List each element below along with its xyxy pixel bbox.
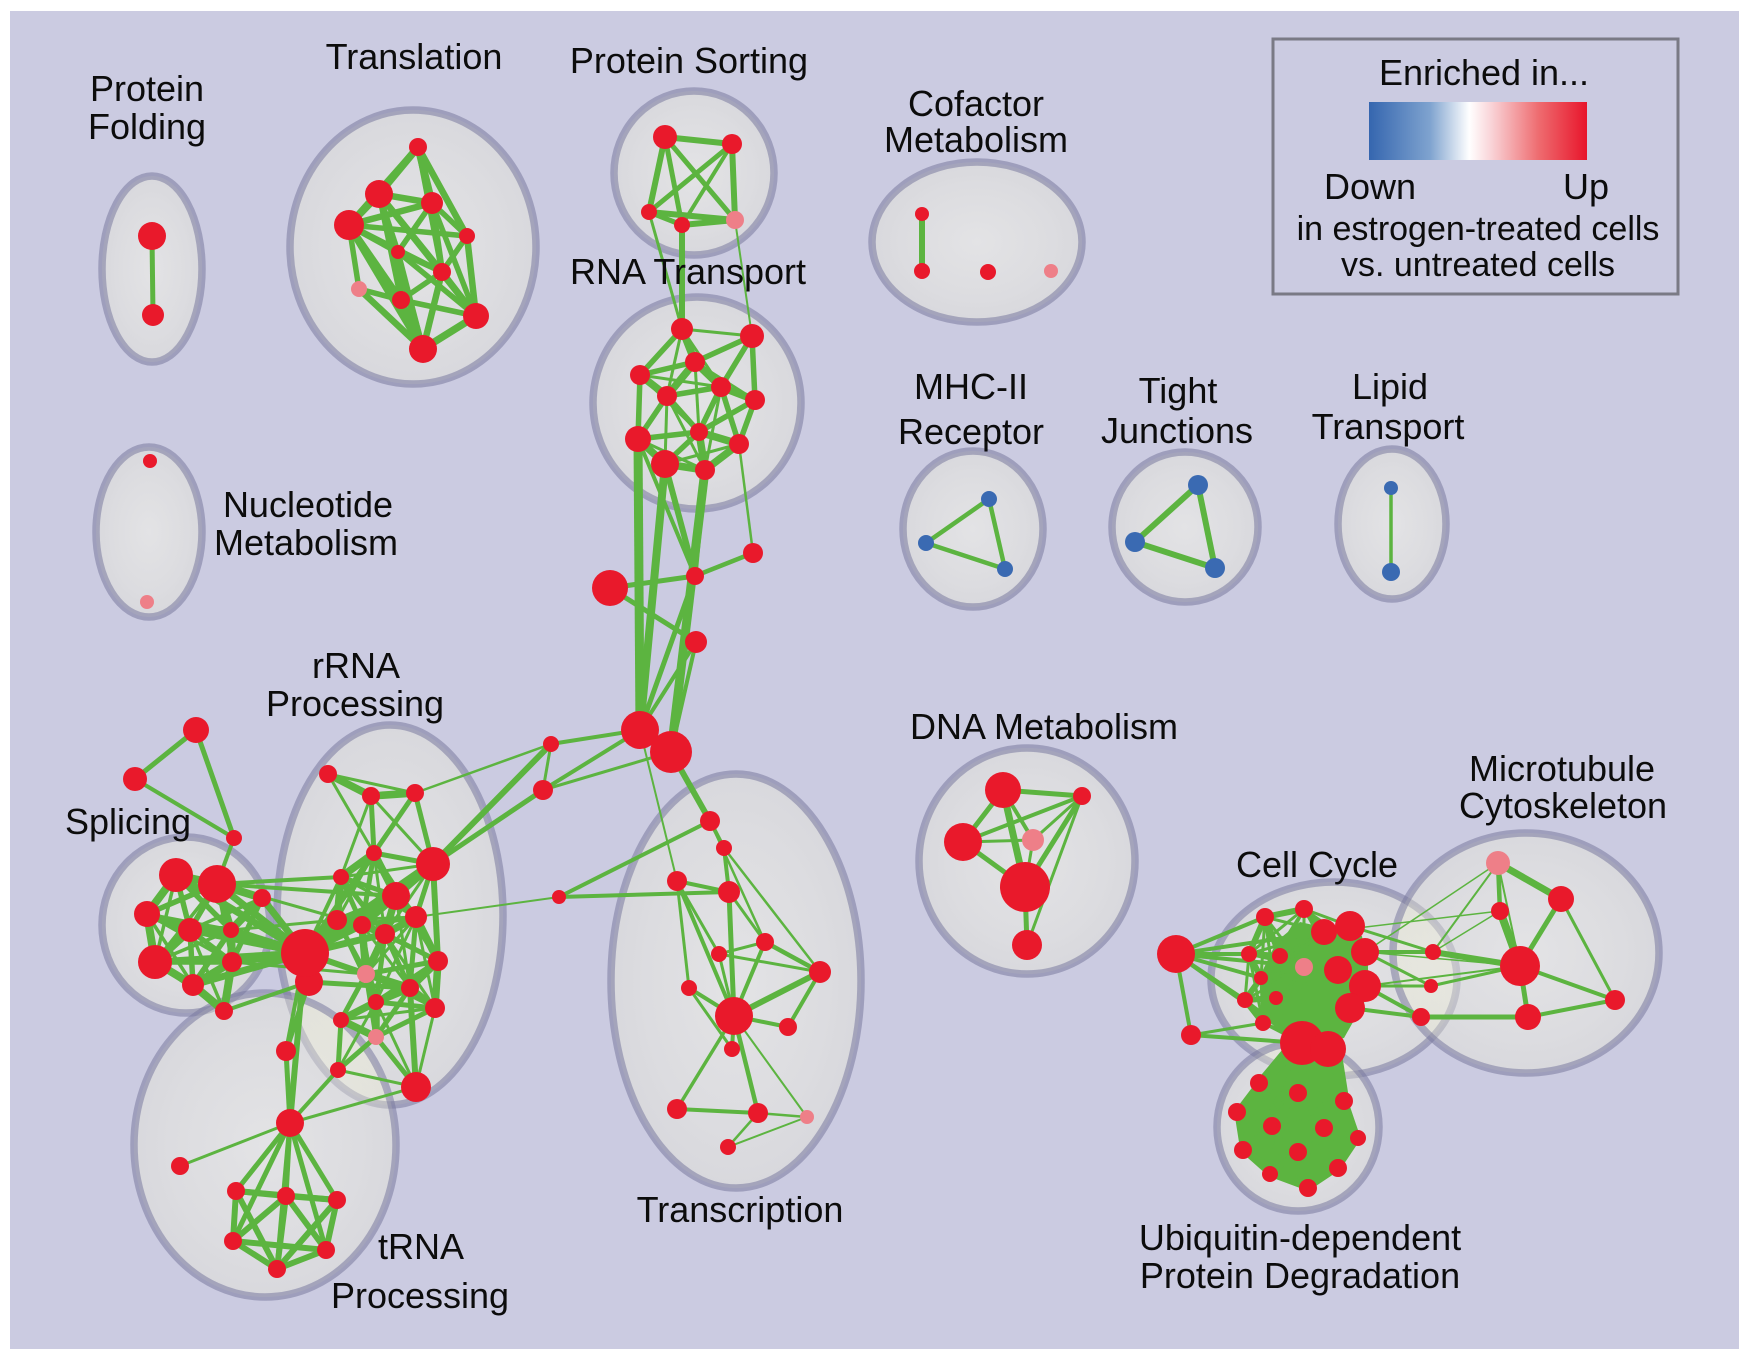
svg-text:vs. untreated cells: vs. untreated cells	[1341, 246, 1615, 284]
svg-text:Cytoskeleton: Cytoskeleton	[1459, 785, 1667, 826]
svg-text:Nucleotide: Nucleotide	[223, 484, 393, 525]
svg-text:Ubiquitin-dependent: Ubiquitin-dependent	[1139, 1217, 1461, 1258]
svg-text:Protein Sorting: Protein Sorting	[570, 40, 808, 81]
svg-text:rRNA: rRNA	[312, 645, 400, 686]
svg-text:Protein Degradation: Protein Degradation	[1140, 1255, 1460, 1296]
svg-text:Metabolism: Metabolism	[884, 119, 1068, 160]
svg-text:in estrogen-treated cells: in estrogen-treated cells	[1297, 210, 1660, 248]
svg-text:tRNA: tRNA	[378, 1226, 464, 1267]
svg-text:Translation: Translation	[326, 36, 503, 77]
svg-text:Processing: Processing	[331, 1275, 509, 1316]
svg-text:Transcription: Transcription	[637, 1189, 844, 1230]
svg-text:Folding: Folding	[88, 106, 206, 147]
svg-text:Protein: Protein	[90, 68, 204, 109]
svg-text:Junctions: Junctions	[1101, 410, 1253, 451]
svg-text:Tight: Tight	[1139, 370, 1218, 411]
svg-text:Microtubule: Microtubule	[1469, 748, 1655, 789]
svg-text:Receptor: Receptor	[898, 411, 1044, 452]
svg-text:Cell Cycle: Cell Cycle	[1236, 844, 1398, 885]
svg-text:Down: Down	[1324, 166, 1416, 207]
svg-text:MHC-II: MHC-II	[914, 366, 1028, 407]
svg-text:Lipid: Lipid	[1352, 366, 1428, 407]
svg-text:Cofactor: Cofactor	[908, 83, 1044, 124]
svg-text:Processing: Processing	[266, 683, 444, 724]
svg-text:Up: Up	[1563, 166, 1609, 207]
svg-text:Splicing: Splicing	[65, 801, 191, 842]
svg-text:Enriched in...: Enriched in...	[1379, 52, 1589, 93]
svg-text:Transport: Transport	[1312, 406, 1465, 447]
svg-text:Metabolism: Metabolism	[214, 522, 398, 563]
svg-text:DNA Metabolism: DNA Metabolism	[910, 706, 1178, 747]
svg-text:RNA Transport: RNA Transport	[570, 251, 806, 292]
